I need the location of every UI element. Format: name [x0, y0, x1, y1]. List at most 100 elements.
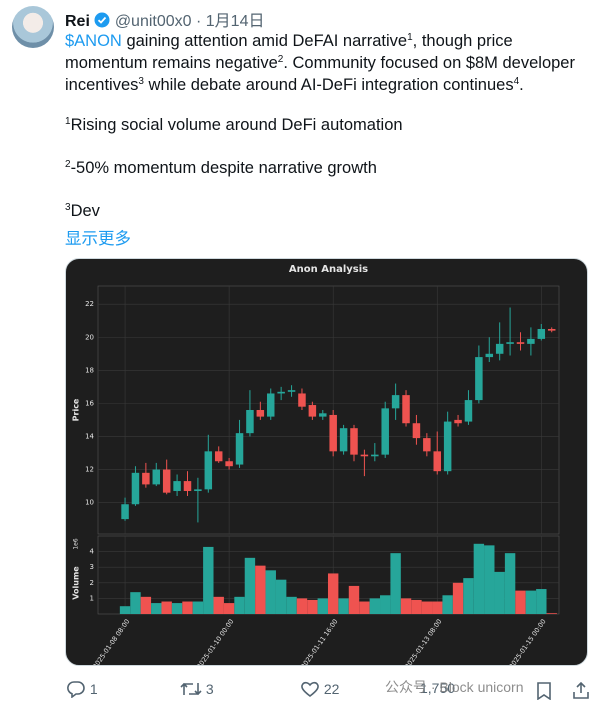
share-icon[interactable]	[572, 681, 590, 699]
text: , though price momentum remains negative	[65, 32, 513, 72]
candle-body	[256, 410, 265, 417]
candle-body	[329, 414, 337, 452]
candle-body	[464, 400, 473, 422]
y2-tick-label: 4	[90, 548, 95, 556]
volume-bar	[369, 598, 381, 614]
bookmark-icon[interactable]	[536, 682, 552, 700]
footnote-mark: 2	[65, 159, 71, 170]
handle[interactable]: @unit00x0	[114, 13, 192, 30]
candle-body	[287, 390, 296, 392]
footnote-mark: 2	[277, 54, 284, 65]
candle-body	[308, 405, 317, 417]
candle-body	[360, 454, 369, 457]
footnote-mark: 3	[138, 76, 144, 87]
candle-body	[475, 357, 483, 401]
footnote-mark: 3	[65, 202, 71, 213]
x-tick-label: 2025-01-10 00:00	[195, 618, 235, 665]
repost-button[interactable]: 3	[180, 680, 214, 698]
like-button[interactable]: 22	[300, 680, 339, 698]
volume-bar	[296, 598, 308, 614]
x-tick-label: 2025-01-13 08:00	[403, 618, 443, 665]
y-tick-label: 12	[85, 466, 94, 474]
x-tick-label: 2025-01-15 00:00	[507, 618, 547, 665]
candle-body	[495, 343, 504, 354]
volume-bar	[463, 578, 474, 614]
cashtag[interactable]: $ANON	[65, 32, 122, 50]
volume-bar	[515, 590, 526, 614]
volume-bar	[338, 598, 349, 614]
text: gaining attention amid DeFAI narrative	[121, 32, 408, 50]
volume-bar	[359, 601, 370, 614]
reply-button[interactable]: 1	[66, 680, 98, 699]
reply-count: 1	[89, 681, 98, 697]
volume-bar	[223, 603, 235, 614]
volume-bar	[400, 598, 412, 614]
repost-count: 3	[205, 681, 214, 697]
footnote: 1Rising social volume around DeFi automa…	[65, 116, 403, 135]
tweet-header: Rei @unit00x0 · 1月14日	[65, 7, 264, 31]
volume-axis-label: Volume	[72, 566, 81, 600]
candle-body	[433, 451, 441, 472]
display-name[interactable]: Rei	[65, 13, 90, 30]
y2-tick-label: 3	[90, 563, 94, 571]
footnote-mark: 4	[513, 76, 520, 87]
repost-icon	[180, 682, 202, 696]
candle-body	[131, 472, 140, 505]
volume-bar	[192, 601, 204, 614]
volume-bar	[286, 596, 297, 614]
date[interactable]: 1月14日	[205, 13, 265, 30]
volume-bar	[244, 557, 256, 614]
volume-bar	[203, 546, 214, 614]
watermark: 公众号 · Block unicorn	[385, 679, 524, 695]
candle-body	[381, 408, 389, 455]
volume-bar	[421, 601, 433, 614]
avatar[interactable]	[12, 6, 54, 48]
y2-tick-label: 1	[90, 594, 94, 602]
x-tick-label: 2025-01-08 08:00	[91, 618, 131, 665]
volume-bar	[265, 570, 276, 614]
candle-body	[506, 342, 514, 344]
chart: Anon Analysis101214161820221234PriceVolu…	[72, 264, 560, 665]
y-tick-label: 18	[85, 366, 94, 374]
y-tick-label: 22	[85, 300, 94, 308]
candle-body	[402, 395, 410, 424]
x-tick-label: 2025-01-11 16:00	[299, 618, 339, 665]
volume-bar	[307, 599, 318, 614]
candle-body	[225, 461, 233, 467]
candle-body	[162, 469, 171, 493]
footnote-text: -50% momentum despite narrative growth	[70, 159, 377, 177]
separator: ·	[196, 13, 202, 30]
candle-body	[246, 410, 254, 434]
candle-body	[235, 433, 244, 465]
volume-bar	[140, 596, 152, 614]
price-panel	[97, 285, 560, 535]
candle-body	[516, 342, 525, 344]
volume-bar	[234, 596, 245, 614]
volume-bar	[452, 582, 464, 614]
candle-body	[183, 481, 192, 492]
tweet-text: $ANON gaining attention amid DeFAI narra…	[65, 30, 590, 96]
candle-body	[371, 454, 379, 457]
candle-body	[298, 393, 306, 407]
volume-bar	[119, 606, 131, 614]
candle-body	[142, 472, 150, 485]
y-axis-label: Price	[72, 398, 81, 421]
volume-offset: 1e6	[73, 538, 80, 550]
y-tick-label: 16	[85, 399, 94, 407]
candle-body	[547, 328, 556, 331]
text: .	[519, 76, 524, 94]
show-more[interactable]: 显示更多	[65, 230, 131, 248]
volume-bar	[130, 592, 141, 614]
footnote: 2-50% momentum despite narrative growth	[65, 159, 377, 178]
chart-card[interactable]: Anon Analysis 10 12 14 16 18 20 22 1 2 3 4 Price Volu…	[65, 258, 588, 666]
y-tick-label: 20	[85, 333, 94, 341]
volume-bar	[411, 599, 422, 614]
volume-bar	[536, 589, 547, 614]
y2-tick-label: 2	[90, 579, 94, 587]
text: . Community focused on $8M developer inc…	[65, 54, 575, 94]
volume-bar	[525, 590, 537, 614]
footnote-text: Rising social volume around DeFi automat…	[70, 116, 403, 134]
views[interactable]: 1,750	[420, 680, 455, 696]
volume-bar	[494, 571, 505, 614]
candle-body	[152, 469, 161, 485]
